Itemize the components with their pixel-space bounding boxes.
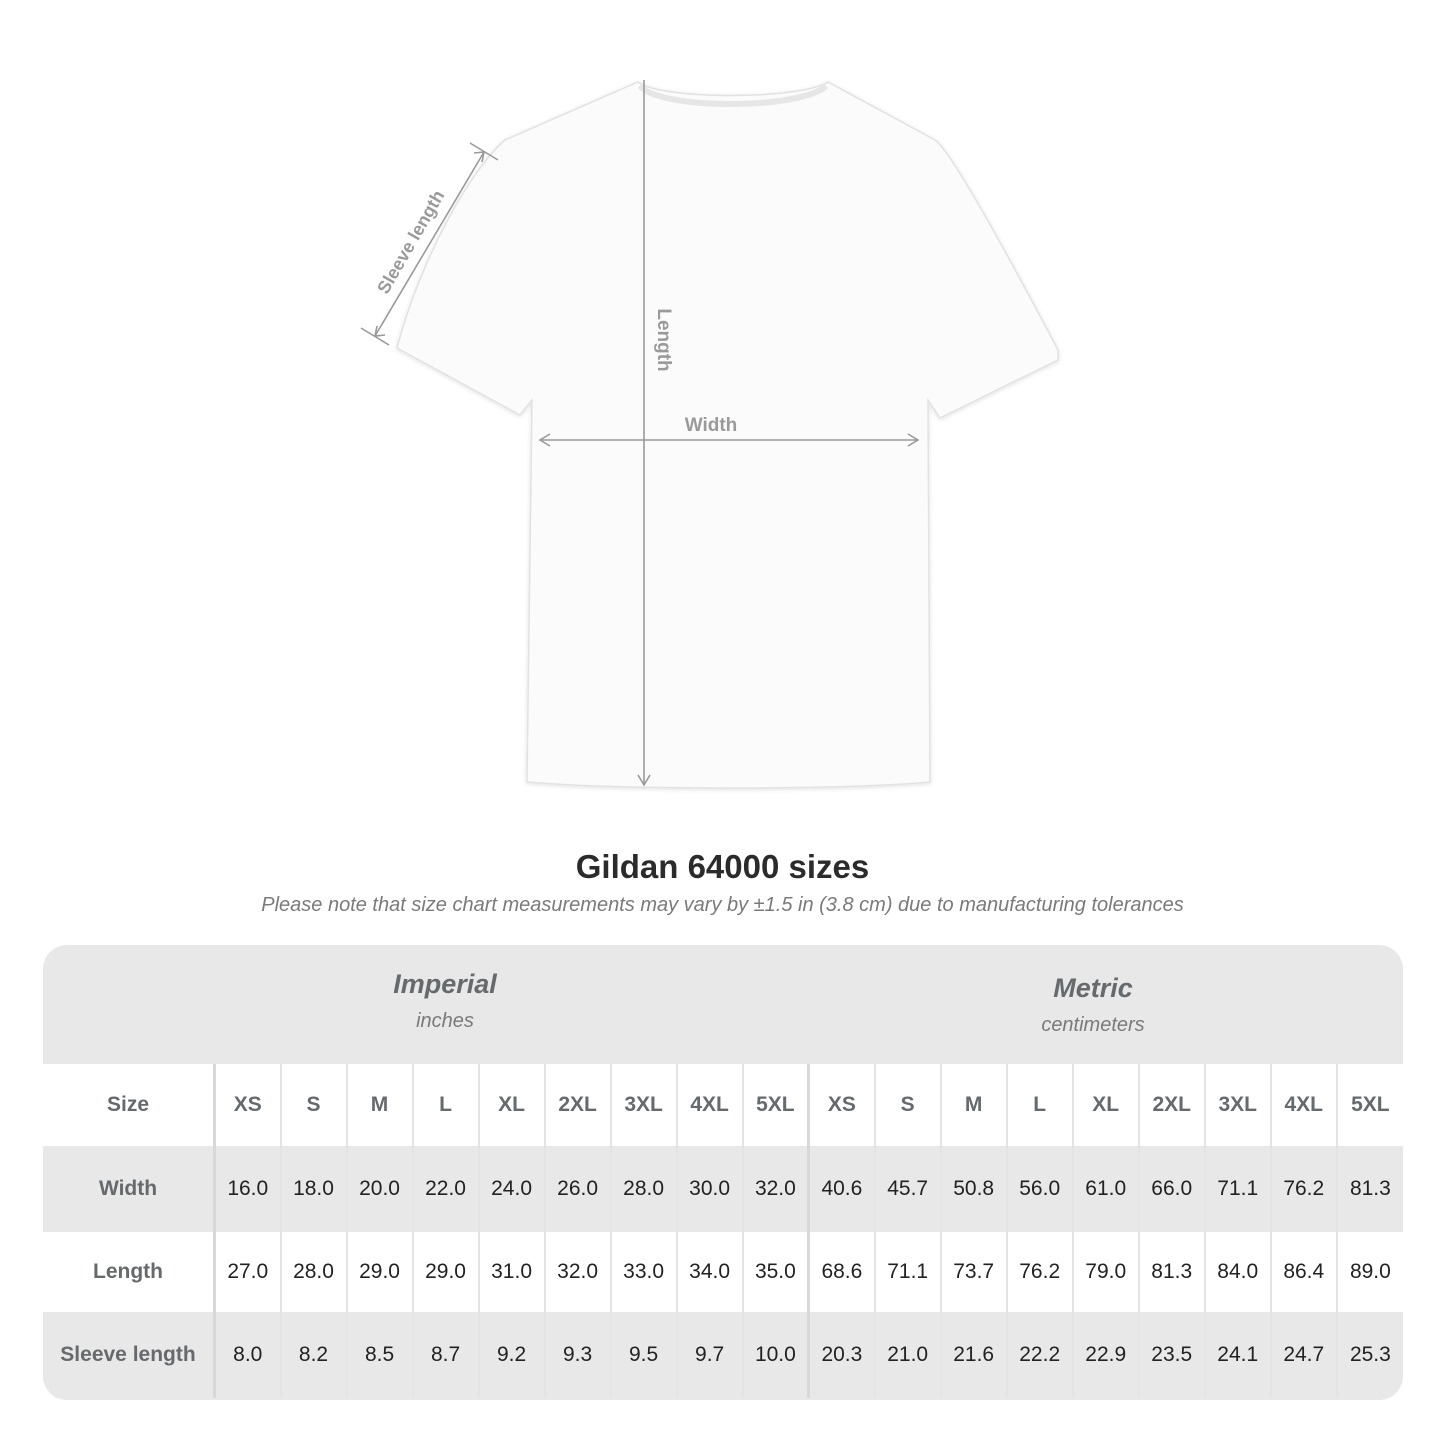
imperial-cell: 16.0 <box>213 1146 281 1232</box>
imperial-cell: 9.2 <box>477 1312 545 1398</box>
metric-size-M: M <box>939 1064 1007 1146</box>
metric-cell: 71.1 <box>873 1232 941 1312</box>
imperial-cell: 18.0 <box>279 1146 347 1232</box>
metric-cell: 89.0 <box>1335 1232 1403 1312</box>
imperial-cell: 24.0 <box>477 1146 545 1232</box>
imperial-cell: 33.0 <box>609 1232 677 1312</box>
imperial-cell: 8.2 <box>279 1312 347 1398</box>
metric-cell: 76.2 <box>1005 1232 1073 1312</box>
imperial-size-L: L <box>411 1064 479 1146</box>
metric-size-4XL: 4XL <box>1269 1064 1337 1146</box>
size-header-row: Size XS S M L XL 2XL 3XL 4XL 5XL XS S M L XL 2XL 3XL 4XL 5… <box>43 1064 1403 1146</box>
imperial-size-3XL: 3XL <box>609 1064 677 1146</box>
metric-header: Metric centimeters <box>893 973 1293 1037</box>
table-row: Length 27.0 28.0 29.0 29.0 31.0 32.0 33.0 34.0 35… <box>43 1232 1403 1312</box>
imperial-cell: 9.5 <box>609 1312 677 1398</box>
metric-cell: 21.6 <box>939 1312 1007 1398</box>
metric-cell: 68.6 <box>807 1232 875 1312</box>
size-label: Size <box>43 1064 216 1146</box>
metric-cell: 50.8 <box>939 1146 1007 1232</box>
metric-cell: 61.0 <box>1071 1146 1139 1232</box>
table-row: Sleeve length 8.0 8.2 8.5 8.7 9.2 9.3 9.5 9.7 10.… <box>43 1312 1403 1398</box>
metric-cell: 81.3 <box>1137 1232 1205 1312</box>
metric-size-S: S <box>873 1064 941 1146</box>
tshirt-diagram: Sleeve length Length Width <box>360 80 1059 789</box>
metric-size-XS: XS <box>807 1064 875 1146</box>
metric-cell: 86.4 <box>1269 1232 1337 1312</box>
metric-cell: 21.0 <box>873 1312 941 1398</box>
page-title: Gildan 64000 sizes <box>575 848 870 885</box>
metric-cell: 56.0 <box>1005 1146 1073 1232</box>
metric-title: Metric <box>1053 973 1133 1003</box>
imperial-size-2XL: 2XL <box>543 1064 611 1146</box>
imperial-cell: 28.0 <box>609 1146 677 1232</box>
imperial-size-XS: XS <box>213 1064 281 1146</box>
sleeve-line <box>374 151 485 337</box>
metric-cell: 66.0 <box>1137 1146 1205 1232</box>
metric-cell: 84.0 <box>1203 1232 1271 1312</box>
metric-cell: 23.5 <box>1137 1312 1205 1398</box>
width-label: Width <box>685 415 738 436</box>
imperial-title: Imperial <box>393 969 497 999</box>
metric-cell: 45.7 <box>873 1146 941 1232</box>
imperial-cell: 30.0 <box>675 1146 743 1232</box>
imperial-size-4XL: 4XL <box>675 1064 743 1146</box>
metric-cell: 24.7 <box>1269 1312 1337 1398</box>
imperial-cell: 27.0 <box>213 1232 281 1312</box>
metric-cell: 22.9 <box>1071 1312 1139 1398</box>
imperial-size-XL: XL <box>477 1064 545 1146</box>
metric-cell: 76.2 <box>1269 1146 1337 1232</box>
metric-cell: 71.1 <box>1203 1146 1271 1232</box>
metric-cell: 20.3 <box>807 1312 875 1398</box>
metric-size-L: L <box>1005 1064 1073 1146</box>
metric-size-2XL: 2XL <box>1137 1064 1205 1146</box>
metric-size-3XL: 3XL <box>1203 1064 1271 1146</box>
imperial-cell: 34.0 <box>675 1232 743 1312</box>
imperial-cell: 26.0 <box>543 1146 611 1232</box>
imperial-size-M: M <box>345 1064 413 1146</box>
imperial-cell: 8.7 <box>411 1312 479 1398</box>
row-label: Sleeve length <box>43 1312 216 1398</box>
imperial-header: Imperial inches <box>245 969 645 1033</box>
metric-unit: centimeters <box>1041 1014 1145 1036</box>
metric-cell: 40.6 <box>807 1146 875 1232</box>
length-label: Length <box>653 308 674 371</box>
metric-cell: 22.2 <box>1005 1312 1073 1398</box>
imperial-cell: 28.0 <box>279 1232 347 1312</box>
metric-cell: 73.7 <box>939 1232 1007 1312</box>
tolerance-note: Please note that size chart measurements… <box>261 894 1184 916</box>
imperial-cell: 8.5 <box>345 1312 413 1398</box>
imperial-cell: 32.0 <box>741 1146 809 1232</box>
imperial-unit: inches <box>416 1010 474 1032</box>
imperial-cell: 29.0 <box>345 1232 413 1312</box>
metric-cell: 79.0 <box>1071 1232 1139 1312</box>
metric-size-5XL: 5XL <box>1335 1064 1403 1146</box>
imperial-cell: 32.0 <box>543 1232 611 1312</box>
measure-lines <box>360 80 920 787</box>
metric-size-XL: XL <box>1071 1064 1139 1146</box>
imperial-cell: 29.0 <box>411 1232 479 1312</box>
imperial-cell: 10.0 <box>741 1312 809 1398</box>
imperial-cell: 22.0 <box>411 1146 479 1232</box>
imperial-size-5XL: 5XL <box>741 1064 809 1146</box>
imperial-cell: 20.0 <box>345 1146 413 1232</box>
tshirt-image <box>396 81 1059 789</box>
table-row: Width 16.0 18.0 20.0 22.0 24.0 26.0 28.0 30.0 32.… <box>43 1146 1403 1232</box>
imperial-cell: 35.0 <box>741 1232 809 1312</box>
row-label: Width <box>43 1146 216 1232</box>
metric-cell: 25.3 <box>1335 1312 1403 1398</box>
size-table: Size XS S M L XL 2XL 3XL 4XL 5XL XS S M L XL 2XL 3XL 4XL 5… <box>43 1064 1403 1398</box>
imperial-cell: 9.7 <box>675 1312 743 1398</box>
imperial-cell: 9.3 <box>543 1312 611 1398</box>
imperial-size-S: S <box>279 1064 347 1146</box>
row-label: Length <box>43 1232 216 1312</box>
imperial-cell: 8.0 <box>213 1312 281 1398</box>
metric-cell: 81.3 <box>1335 1146 1403 1232</box>
metric-cell: 24.1 <box>1203 1312 1271 1398</box>
size-chart: Imperial inches Metric centimeters Size X… <box>43 945 1403 1400</box>
imperial-cell: 31.0 <box>477 1232 545 1312</box>
